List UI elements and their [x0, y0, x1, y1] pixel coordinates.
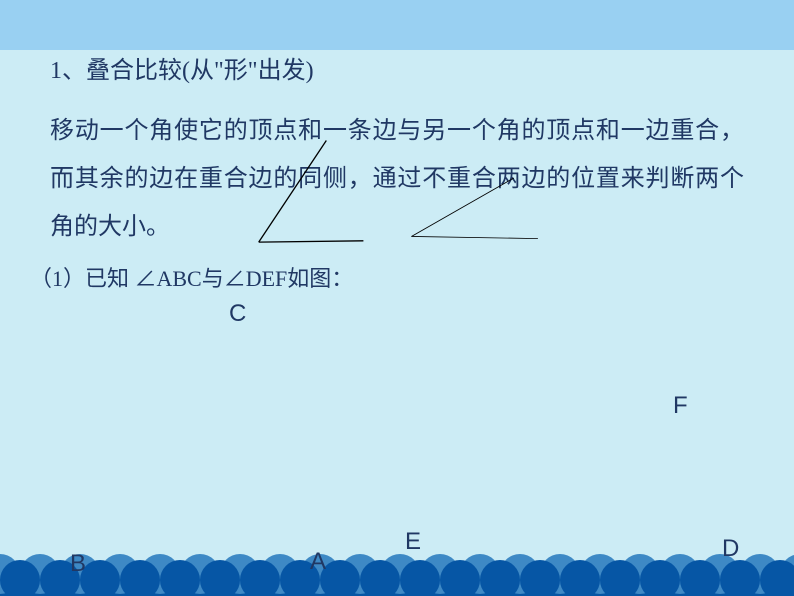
label-C: C [229, 300, 246, 328]
subtitle: （1）已知 ∠ABC与∠DEF如图： [30, 261, 744, 293]
label-B: B [70, 550, 86, 578]
label-F: F [673, 392, 688, 420]
angles-diagram [0, 0, 794, 260]
label-D: D [722, 535, 739, 563]
label-A: A [310, 548, 326, 576]
label-E: E [405, 528, 421, 556]
